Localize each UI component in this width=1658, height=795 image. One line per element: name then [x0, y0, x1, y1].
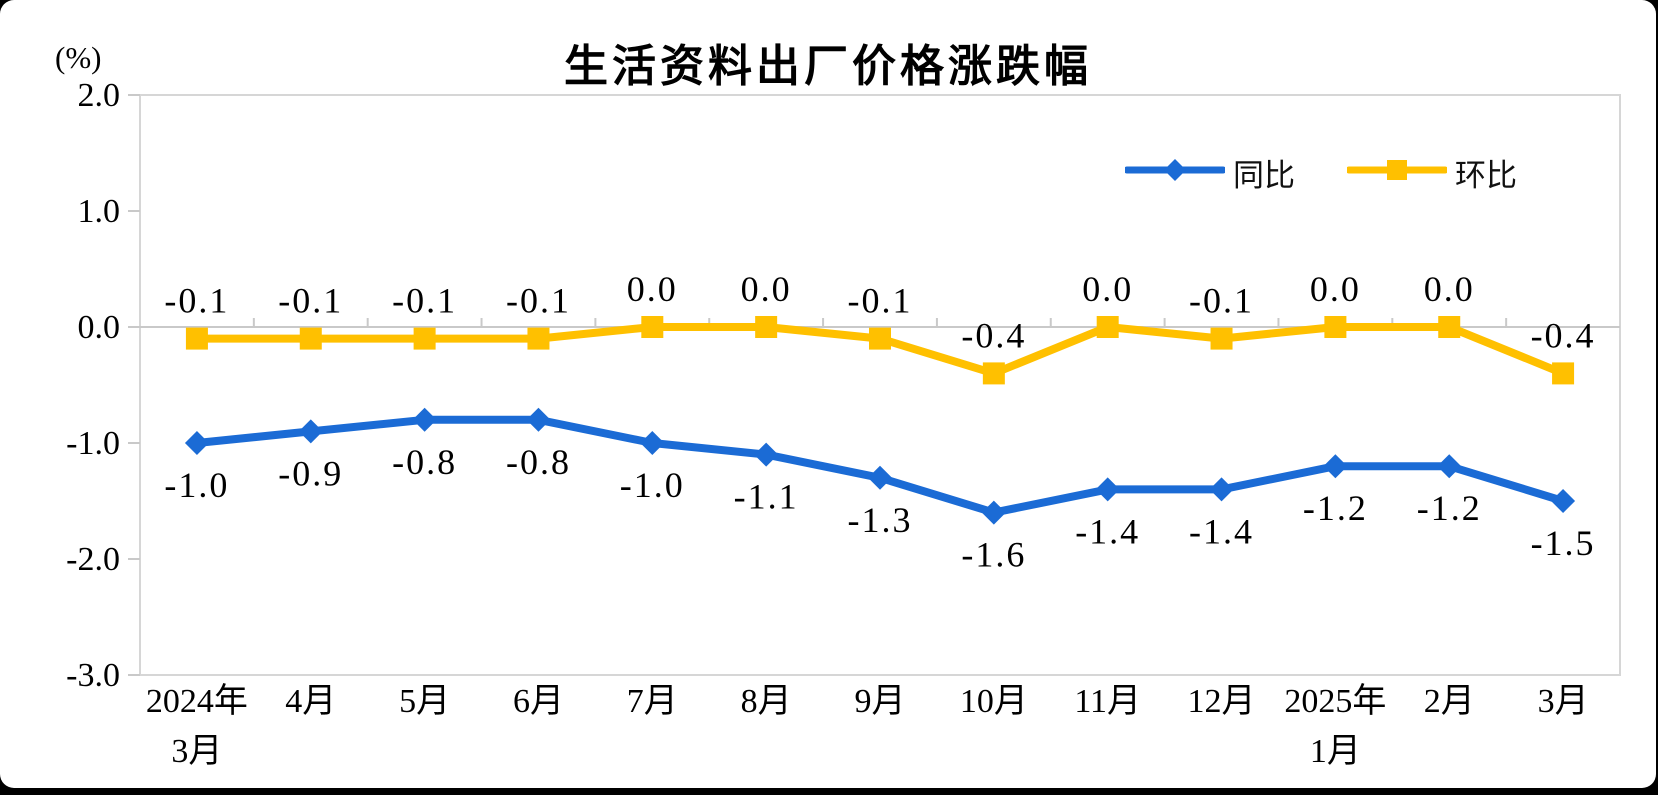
x-axis-label: 4月	[285, 683, 336, 720]
tongbi-line-diamond-swatch-icon	[1123, 155, 1227, 190]
data-label: -1.1	[734, 477, 799, 517]
diamond-marker	[754, 442, 779, 467]
x-axis-label: 6月	[513, 683, 564, 720]
data-label: -1.2	[1303, 488, 1368, 528]
data-label: 0.0	[741, 269, 792, 309]
square-marker	[641, 316, 664, 338]
square-marker	[1324, 316, 1347, 338]
diamond-marker	[1551, 489, 1576, 513]
square-marker	[755, 316, 778, 338]
data-label: -0.1	[164, 281, 229, 321]
legend-item-tongbi: 同比	[1123, 150, 1295, 195]
x-axis-label: 3月	[1538, 683, 1589, 720]
x-axis-label: 7月	[627, 683, 678, 720]
legend-label-tongbi: 同比	[1233, 158, 1295, 193]
diamond-marker	[298, 419, 323, 444]
x-axis-label: 9月	[855, 683, 906, 720]
data-label: -1.4	[1075, 511, 1140, 551]
data-label: -0.4	[1531, 315, 1596, 355]
data-label: -0.8	[506, 442, 571, 482]
x-axis-label: 8月	[741, 683, 792, 720]
square-marker	[1096, 316, 1119, 338]
x-axis-label: 2024年	[146, 682, 248, 720]
diamond-marker	[526, 407, 551, 432]
data-label: -1.5	[1531, 523, 1596, 563]
x-axis-label: 2月	[1424, 683, 1475, 720]
data-label: -1.0	[164, 465, 229, 505]
square-marker	[527, 327, 550, 350]
square-marker	[869, 327, 891, 350]
square-marker	[299, 327, 322, 350]
y-axis-tick-label: 0.0	[78, 309, 121, 346]
square-marker	[413, 327, 436, 350]
y-axis-tick-label: -2.0	[66, 541, 120, 578]
data-label: 0.0	[627, 269, 678, 309]
data-label: -0.1	[506, 281, 571, 321]
diamond-marker	[1209, 477, 1234, 502]
diamond-marker	[1437, 454, 1462, 479]
x-axis-label: 10月	[960, 683, 1028, 720]
legend-item-huanbi: 环比	[1345, 150, 1517, 195]
plot-border	[139, 94, 1621, 676]
square-marker	[185, 327, 208, 350]
data-label: -0.4	[961, 315, 1026, 355]
data-label: -1.0	[620, 465, 685, 505]
diamond-marker	[981, 500, 1006, 525]
data-label: -0.1	[848, 281, 913, 321]
data-label: -1.6	[961, 535, 1026, 575]
diamond-marker	[1164, 159, 1186, 181]
data-label: -0.9	[278, 453, 343, 493]
x-axis-label: 12月	[1188, 683, 1256, 720]
legend: 同比 环比	[1123, 150, 1517, 195]
data-label: -0.8	[392, 442, 457, 482]
data-label: -0.1	[1189, 281, 1254, 321]
chart-title: 生活资料出厂价格涨跌幅	[564, 42, 1092, 91]
square-marker	[1552, 362, 1575, 385]
square-marker	[1210, 327, 1233, 350]
diamond-marker	[1323, 454, 1348, 479]
x-axis-label: 11月	[1074, 683, 1141, 720]
diamond-marker	[1095, 477, 1120, 502]
y-axis-tick-label: -3.0	[66, 657, 120, 694]
data-label: -0.1	[278, 281, 343, 321]
data-label: -1.3	[848, 500, 913, 540]
x-axis-label: 5月	[399, 683, 450, 720]
diamond-marker	[868, 465, 892, 490]
data-label: -1.2	[1417, 488, 1482, 528]
diamond-marker	[640, 431, 665, 455]
huanbi-line-square-swatch-icon	[1345, 155, 1449, 190]
square-marker	[1387, 160, 1407, 180]
data-label: 0.0	[1082, 269, 1133, 309]
data-label: 0.0	[1310, 269, 1361, 309]
data-label: -1.4	[1189, 511, 1254, 551]
diamond-marker	[412, 407, 437, 432]
square-marker	[1438, 316, 1461, 338]
data-label: -0.1	[392, 281, 457, 321]
diamond-marker	[184, 431, 209, 455]
legend-label-huanbi: 环比	[1455, 158, 1517, 193]
x-axis-label-line2: 1月	[1310, 733, 1361, 770]
y-axis-unit-label: (%)	[55, 40, 102, 75]
y-axis-tick-label: -1.0	[66, 425, 120, 462]
y-axis-tick-label: 1.0	[78, 193, 121, 230]
data-label: 0.0	[1424, 269, 1475, 309]
x-axis-label-line2: 3月	[171, 733, 222, 770]
square-marker	[982, 362, 1005, 385]
y-axis-tick-label: 2.0	[78, 77, 121, 114]
x-axis-label: 2025年	[1284, 682, 1386, 720]
